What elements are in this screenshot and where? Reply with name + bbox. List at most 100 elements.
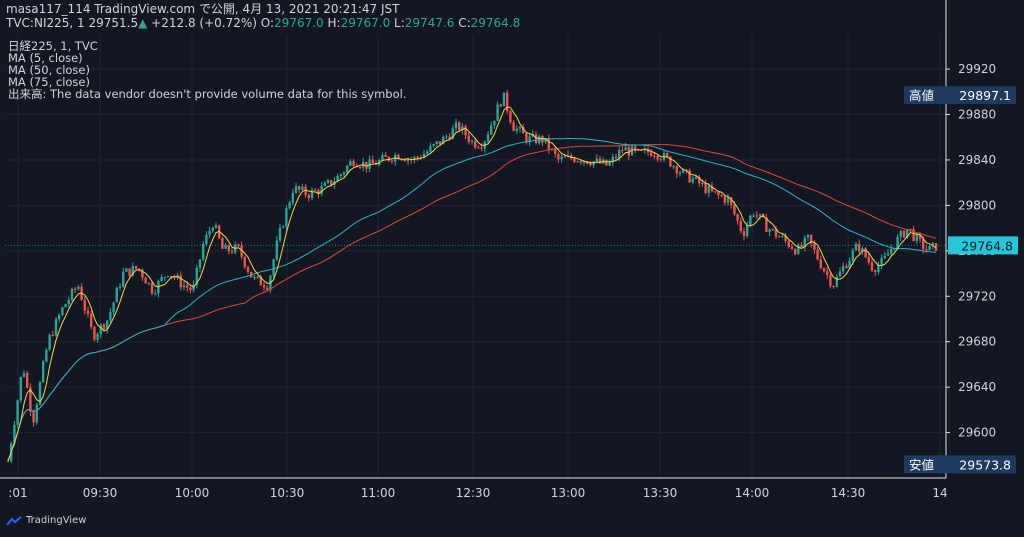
candle-body (928, 245, 931, 251)
legend-ma5[interactable]: MA (5, close) (8, 51, 83, 65)
candle-body (931, 243, 934, 246)
candle-body (214, 225, 218, 228)
candle-body (330, 180, 333, 186)
candle-body (858, 243, 861, 252)
y-tick-label: 29920 (958, 62, 996, 76)
x-tick-label: 14:30 (831, 486, 866, 500)
candle-body (666, 152, 669, 157)
candle-body (83, 300, 86, 311)
candle-body (442, 136, 445, 145)
candle-body (205, 234, 208, 245)
candle-body (829, 274, 832, 287)
candle-body (381, 155, 384, 160)
y-tick-label: 29720 (958, 289, 996, 303)
candle-body (675, 166, 678, 174)
y-tick-label: 29840 (958, 153, 996, 167)
x-tick-label: 09:30 (83, 486, 118, 500)
legend-volume[interactable]: 出来高: The data vendor doesn't provide vol… (8, 87, 407, 101)
candle-body (784, 235, 787, 241)
candle-body (397, 154, 400, 160)
candle-body (208, 230, 211, 235)
candle-body (6, 460, 10, 462)
candle-body (122, 271, 125, 287)
candle-body (22, 373, 26, 377)
candle-body (634, 146, 637, 150)
legend-symbol[interactable]: 日経225, 1, TVC (8, 39, 98, 53)
candle-body (909, 228, 912, 230)
candle-body (131, 266, 134, 276)
candle-body (109, 312, 112, 321)
x-tick-label: 12:30 (456, 486, 491, 500)
high-tag-value: 29897.1 (959, 88, 1011, 103)
candle-body (163, 276, 166, 278)
candle-body (378, 159, 381, 165)
candle-body (365, 161, 368, 169)
candle-body (877, 265, 880, 273)
candle-body (512, 122, 515, 132)
candle-body (38, 382, 42, 405)
candle-body (707, 185, 710, 193)
legend-ma50[interactable]: MA (50, close) (8, 63, 90, 77)
candle-body (870, 262, 874, 271)
candle-body (435, 141, 438, 145)
candle-body (576, 161, 579, 163)
candle-body (880, 258, 883, 266)
candle-body (656, 155, 659, 160)
close-label: C: (458, 16, 471, 30)
candle-body (861, 248, 864, 252)
candle-body (618, 150, 621, 159)
low-tag-label: 安値 (909, 457, 934, 472)
legend-ma75[interactable]: MA (75, close) (8, 75, 90, 89)
candle-body (301, 186, 304, 190)
tradingview-branding[interactable]: TradingView (6, 515, 86, 526)
candle-body (778, 236, 781, 238)
candle-body (189, 287, 192, 291)
candle-body (720, 195, 723, 197)
candle-body (32, 411, 35, 423)
candle-body (45, 349, 48, 362)
candle-body (166, 276, 170, 278)
candle-body (307, 194, 310, 198)
ma50-line (7, 138, 937, 462)
candle-body (278, 227, 282, 241)
candle-body (221, 238, 224, 249)
candle-body (803, 237, 806, 248)
candle-body (557, 153, 560, 160)
candle-body (477, 147, 480, 149)
candle-body (589, 163, 592, 166)
candle-body (771, 228, 774, 230)
candle-body (630, 146, 634, 156)
high-value: 29767.0 (340, 16, 391, 30)
candle-body (765, 217, 768, 232)
candle-body (883, 255, 886, 259)
candle-body (509, 111, 512, 123)
candle-body (474, 140, 477, 148)
candle-body (26, 373, 29, 388)
x-tick-label: 10:00 (175, 486, 210, 500)
candle-body (35, 404, 38, 423)
candle-body (592, 161, 595, 166)
candle-body (416, 157, 419, 159)
candle-body (48, 334, 51, 350)
candle-body (752, 215, 755, 217)
price-value: 29751.5 (88, 16, 139, 30)
candle-body (598, 158, 602, 164)
candle-body (70, 288, 74, 300)
candle-body (899, 231, 902, 237)
candle-body (547, 137, 550, 150)
candle-body (304, 186, 307, 195)
candle-body (406, 159, 410, 162)
candle-body (822, 268, 826, 272)
candle-body (29, 387, 32, 412)
candle-body (282, 226, 285, 228)
candle-body (915, 234, 918, 241)
candle-body (387, 156, 390, 161)
candle-body (272, 259, 275, 276)
candle-body (426, 151, 429, 154)
y-tick-label: 29680 (958, 335, 996, 349)
ohlc-header: TVC:NI225, 1 29751.5▲ +212.8 (+0.72%) O:… (6, 16, 520, 30)
candle-body (182, 285, 186, 288)
candle-body (781, 235, 784, 237)
candle-body (224, 245, 227, 249)
